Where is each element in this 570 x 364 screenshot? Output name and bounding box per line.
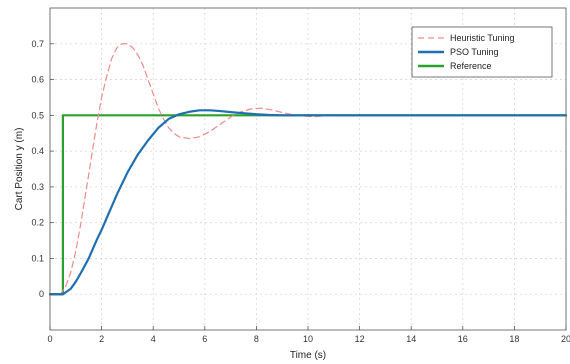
x-tick-label: 16 [458, 334, 468, 344]
x-tick-label: 20 [561, 334, 570, 344]
x-tick-label: 8 [254, 334, 259, 344]
y-tick-label: 0.7 [31, 39, 44, 49]
y-tick-label: 0.3 [31, 182, 44, 192]
legend-label-reference: Reference [450, 61, 492, 71]
x-tick-label: 4 [151, 334, 156, 344]
grid [49, 8, 567, 330]
x-tick-label: 0 [47, 334, 52, 344]
y-tick-label: 0.4 [31, 146, 44, 156]
legend-label-pso-tuning: PSO Tuning [450, 47, 499, 57]
x-tick-label: 10 [303, 334, 313, 344]
ticks: 0 2 4 6 8 10 12 14 16 18 20 0 0.1 0.2 0.3 0.4 0.5 0.6 0.7 [31, 39, 570, 344]
x-axis-label: Time (s) [290, 350, 326, 361]
x-tick-label: 6 [202, 334, 207, 344]
legend-label-heuristic-tuning: Heuristic Tuning [450, 33, 515, 43]
x-tick-label: 14 [406, 334, 416, 344]
legend: Heuristic Tuning PSO Tuning Reference [411, 26, 553, 78]
series-layer [48, 43, 568, 296]
x-tick-label: 12 [355, 334, 365, 344]
x-tick-label: 2 [99, 334, 104, 344]
y-axis-label: Cart Position y (m) [14, 128, 25, 211]
series-line-pso-tuning [48, 109, 568, 296]
y-tick-label: 0.5 [31, 110, 44, 120]
y-tick-label: 0.2 [31, 218, 44, 228]
y-tick-label: 0.1 [31, 253, 44, 263]
y-tick-label: 0 [39, 289, 44, 299]
y-tick-label: 0.6 [31, 75, 44, 85]
x-tick-label: 18 [509, 334, 519, 344]
